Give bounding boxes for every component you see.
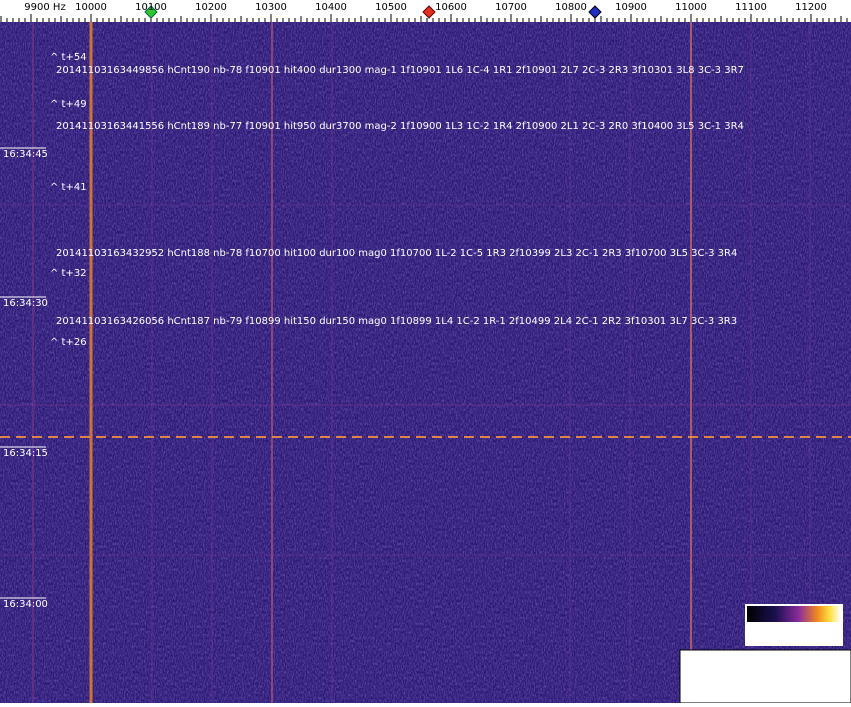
frequency-label: 10400	[315, 2, 347, 13]
detection-annotation: 20141103163432952 hCnt188 nb-78 f10700 h…	[56, 248, 737, 259]
time-label: 16:34:45	[3, 149, 48, 160]
detection-annotation: ^ t+26	[50, 337, 87, 348]
detection-annotation: ^ t+54	[50, 52, 87, 63]
frequency-label: 10500	[375, 2, 407, 13]
frequency-label: 10300	[255, 2, 287, 13]
frequency-label: 10000	[75, 2, 107, 13]
detection-annotation: ^ t+32	[50, 268, 87, 279]
marker-blue[interactable]	[588, 5, 602, 19]
marker-green[interactable]	[144, 5, 158, 19]
frequency-label: 11100	[735, 2, 767, 13]
frequency-label: 11200	[795, 2, 827, 13]
detection-annotation: ^ t+41	[50, 182, 87, 193]
time-label: 16:34:00	[3, 599, 48, 610]
detection-annotation: 20141103163426056 hCnt187 nb-79 f10899 h…	[56, 316, 737, 327]
frequency-label: 10600	[435, 2, 467, 13]
detection-annotation: 20141103163441556 hCnt189 nb-77 f10901 h…	[56, 121, 744, 132]
detection-annotation: ^ t+49	[50, 99, 87, 110]
frequency-label: 10100	[135, 2, 167, 13]
frequency-label: 10800	[555, 2, 587, 13]
marker-red[interactable]	[422, 5, 436, 19]
frequency-label: 10200	[195, 2, 227, 13]
waterfall-noise	[0, 22, 851, 703]
time-label: 16:34:30	[3, 298, 48, 309]
frequency-label: 10900	[615, 2, 647, 13]
signal-lines	[0, 22, 851, 703]
ruler-ticks	[0, 14, 848, 22]
color-scale-gradient	[747, 606, 841, 622]
time-label: 16:34:15	[3, 448, 48, 459]
frequency-label: 9900 Hz	[24, 2, 65, 13]
frequency-label: 11000	[675, 2, 707, 13]
detection-annotation: 20141103163449856 hCnt190 nb-78 f10901 h…	[56, 65, 744, 76]
frequency-label: 10700	[495, 2, 527, 13]
info-box	[679, 649, 851, 704]
